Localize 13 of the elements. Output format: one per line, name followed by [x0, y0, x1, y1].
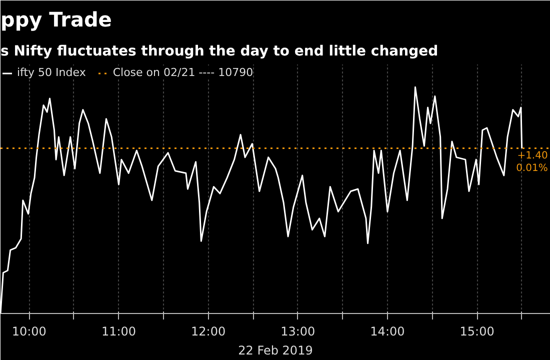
chart-title: ppy Trade [0, 8, 112, 32]
x-tick-label: 14:00 [370, 324, 405, 338]
x-axis-title: 22 Feb 2019 [238, 344, 313, 358]
x-tick-label: 12:00 [191, 324, 226, 338]
legend-label: Close on 02/21 ---- 10790 [112, 66, 254, 79]
annotation: +1.40 [517, 150, 548, 162]
x-tick-label: 13:00 [280, 324, 316, 338]
x-tick-label: 11:00 [101, 324, 136, 338]
legend-label: ifty 50 Index [17, 66, 86, 79]
annotation: 0.01% [516, 162, 548, 174]
x-tick-label: 15:00 [460, 324, 494, 338]
chart-subtitle: s Nifty fluctuates through the day to end little changed [0, 44, 438, 60]
x-tick-label: 10:00 [12, 324, 46, 338]
